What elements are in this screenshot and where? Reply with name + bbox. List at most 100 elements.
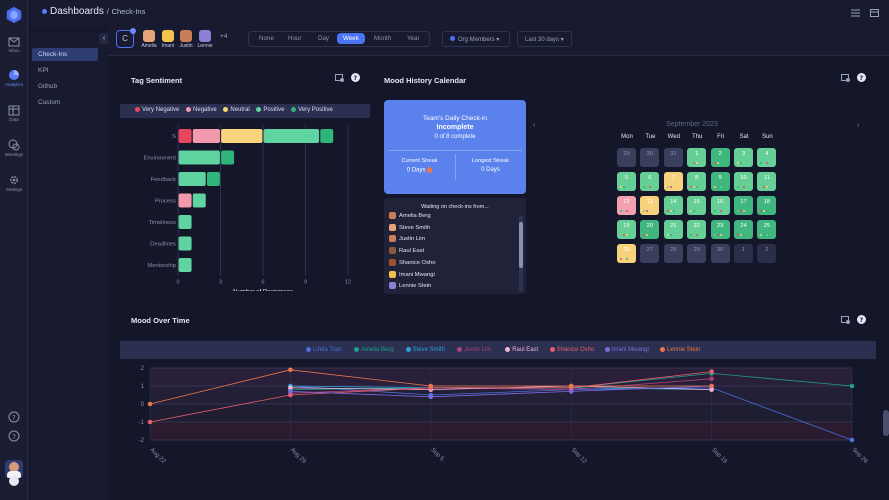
export-icon[interactable] (841, 315, 850, 324)
point-shanice-osho[interactable] (147, 419, 153, 425)
bar-negative[interactable] (178, 193, 192, 208)
point-justin-lim[interactable] (709, 376, 714, 382)
help-icon[interactable]: ? (857, 73, 866, 82)
point-imani-mwangi[interactable] (568, 389, 574, 394)
bar-positive[interactable] (178, 172, 206, 186)
subnav-check-ins[interactable]: Check-Ins (32, 48, 98, 61)
rail-settings[interactable]: Settings (0, 174, 28, 192)
waiting-person[interactable]: Lennie Stein (389, 282, 431, 289)
calendar-day[interactable]: 12 (617, 196, 636, 215)
point-lennie-stein[interactable] (709, 383, 714, 389)
bar-positive[interactable] (178, 258, 192, 272)
rail-data[interactable]: Data (0, 105, 28, 122)
calendar-day[interactable]: 9 (710, 172, 730, 191)
calendar-day[interactable]: 31 (663, 148, 683, 167)
calendar-day[interactable]: 29 (687, 244, 707, 263)
waiting-person[interactable]: Raul East (389, 247, 424, 254)
status-toggle[interactable] (9, 476, 19, 486)
avatar-amelia[interactable] (143, 30, 155, 42)
calendar-day[interactable]: 17 (734, 196, 753, 215)
calendar-day[interactable]: 23 (710, 220, 730, 239)
calendar-day[interactable]: 2 (757, 244, 777, 263)
waiting-person[interactable]: Imani Mwangi (389, 270, 435, 278)
waiting-scrollbar[interactable] (519, 216, 523, 292)
more-members-button[interactable]: +4 (220, 33, 228, 40)
range-year[interactable]: Year (407, 35, 420, 42)
calendar-day[interactable]: 20 (640, 220, 660, 239)
calendar-day[interactable]: 7 (663, 172, 683, 191)
info-icon[interactable]: ? (8, 430, 20, 442)
calendar-day[interactable]: 14 (663, 196, 683, 215)
bar-very-positive[interactable] (206, 172, 220, 186)
subnav-github[interactable]: Github (38, 83, 58, 90)
export-icon[interactable] (335, 73, 344, 82)
range-week[interactable]: Week (337, 33, 365, 44)
legend-lennie-stein[interactable]: Lennie Stein (660, 347, 700, 353)
legend-negative[interactable]: Negative (181, 107, 217, 113)
collapse-nav-button[interactable]: ‹ (99, 33, 109, 44)
breadcrumb-title[interactable]: Dashboards (50, 6, 104, 17)
legend-positive[interactable]: Positive (251, 107, 284, 113)
help-icon[interactable]: ? (8, 411, 20, 423)
rail-inbox[interactable]: Inbox (0, 37, 28, 53)
calendar-day[interactable]: 4 (757, 148, 777, 167)
list-icon[interactable] (851, 9, 860, 17)
legend-very-positive[interactable]: Very Positive (286, 107, 333, 113)
avatar-justin[interactable] (180, 30, 192, 42)
bar-positive[interactable] (178, 215, 192, 229)
calendar-day[interactable]: 8 (687, 172, 707, 191)
waiting-person[interactable]: Justin Lim (389, 235, 425, 242)
legend-linda-tran[interactable]: Linda Tran (306, 347, 341, 353)
point-linda-tran[interactable] (849, 437, 855, 443)
bar-positive[interactable] (192, 193, 206, 208)
range-hour[interactable]: Hour (288, 35, 302, 42)
calendar-day[interactable]: 6 (640, 172, 660, 191)
point-imani-mwangi[interactable] (428, 394, 434, 400)
page-scrollbar[interactable] (883, 410, 889, 436)
calendar-day[interactable]: 24 (734, 220, 753, 239)
range-none[interactable]: None (259, 35, 274, 42)
point-shanice-osho[interactable] (288, 392, 293, 398)
calendar-day[interactable]: 18 (757, 196, 777, 215)
calendar-day[interactable]: 30 (710, 244, 730, 263)
waiting-person[interactable]: Amelia Berg (389, 212, 431, 219)
point-imani-mwangi[interactable] (288, 389, 293, 394)
calendar-day[interactable]: 19 (617, 220, 636, 239)
calendar-day[interactable]: 26 (617, 244, 636, 263)
calendar-icon[interactable] (870, 8, 879, 17)
calendar-day[interactable]: 28 (663, 244, 683, 263)
help-icon[interactable]: ? (857, 315, 866, 324)
legend-very-negative[interactable]: Very Negative (130, 107, 179, 113)
range-day[interactable]: Day (318, 35, 330, 42)
calendar-day[interactable]: 5 (617, 172, 636, 191)
calendar-day[interactable]: 3 (734, 148, 753, 167)
point-lennie-stein[interactable] (147, 401, 153, 407)
bar-very-positive[interactable] (320, 129, 334, 143)
rail-meetings[interactable]: Meetings (0, 139, 28, 157)
bar-positive[interactable] (263, 129, 320, 143)
calendar-day[interactable]: 1 (734, 244, 753, 263)
legend-amelia-berg[interactable]: Amelia Berg (354, 347, 394, 353)
calendar-day[interactable]: 29 (617, 148, 636, 167)
bar-positive[interactable] (178, 236, 192, 251)
calendar-day[interactable]: 2 (710, 148, 730, 167)
subnav-kpi[interactable]: KPI (38, 67, 49, 74)
point-raul-east[interactable] (288, 385, 293, 391)
calendar-day[interactable]: 16 (710, 196, 730, 215)
bar-very-negative[interactable] (178, 129, 192, 143)
calendar-day[interactable]: 27 (640, 244, 660, 263)
group-selector[interactable]: C (116, 30, 134, 48)
legend-justin-lim[interactable]: Justin Lim (457, 347, 491, 353)
help-icon[interactable]: ? (351, 73, 360, 82)
avatar-lennie[interactable] (199, 30, 211, 42)
rail-analytics[interactable]: Analytics (0, 69, 28, 87)
calendar-next-button[interactable]: › (857, 122, 860, 129)
bar-positive[interactable] (178, 150, 220, 165)
avatar-imani[interactable] (162, 30, 174, 42)
calendar-day[interactable]: 1 (687, 148, 707, 167)
legend-raul-east[interactable]: Raul East (505, 347, 538, 353)
calendar-day[interactable]: 15 (687, 196, 707, 215)
calendar-day[interactable]: 13 (640, 196, 660, 215)
bar-very-positive[interactable] (221, 150, 235, 165)
export-icon[interactable] (841, 73, 850, 82)
